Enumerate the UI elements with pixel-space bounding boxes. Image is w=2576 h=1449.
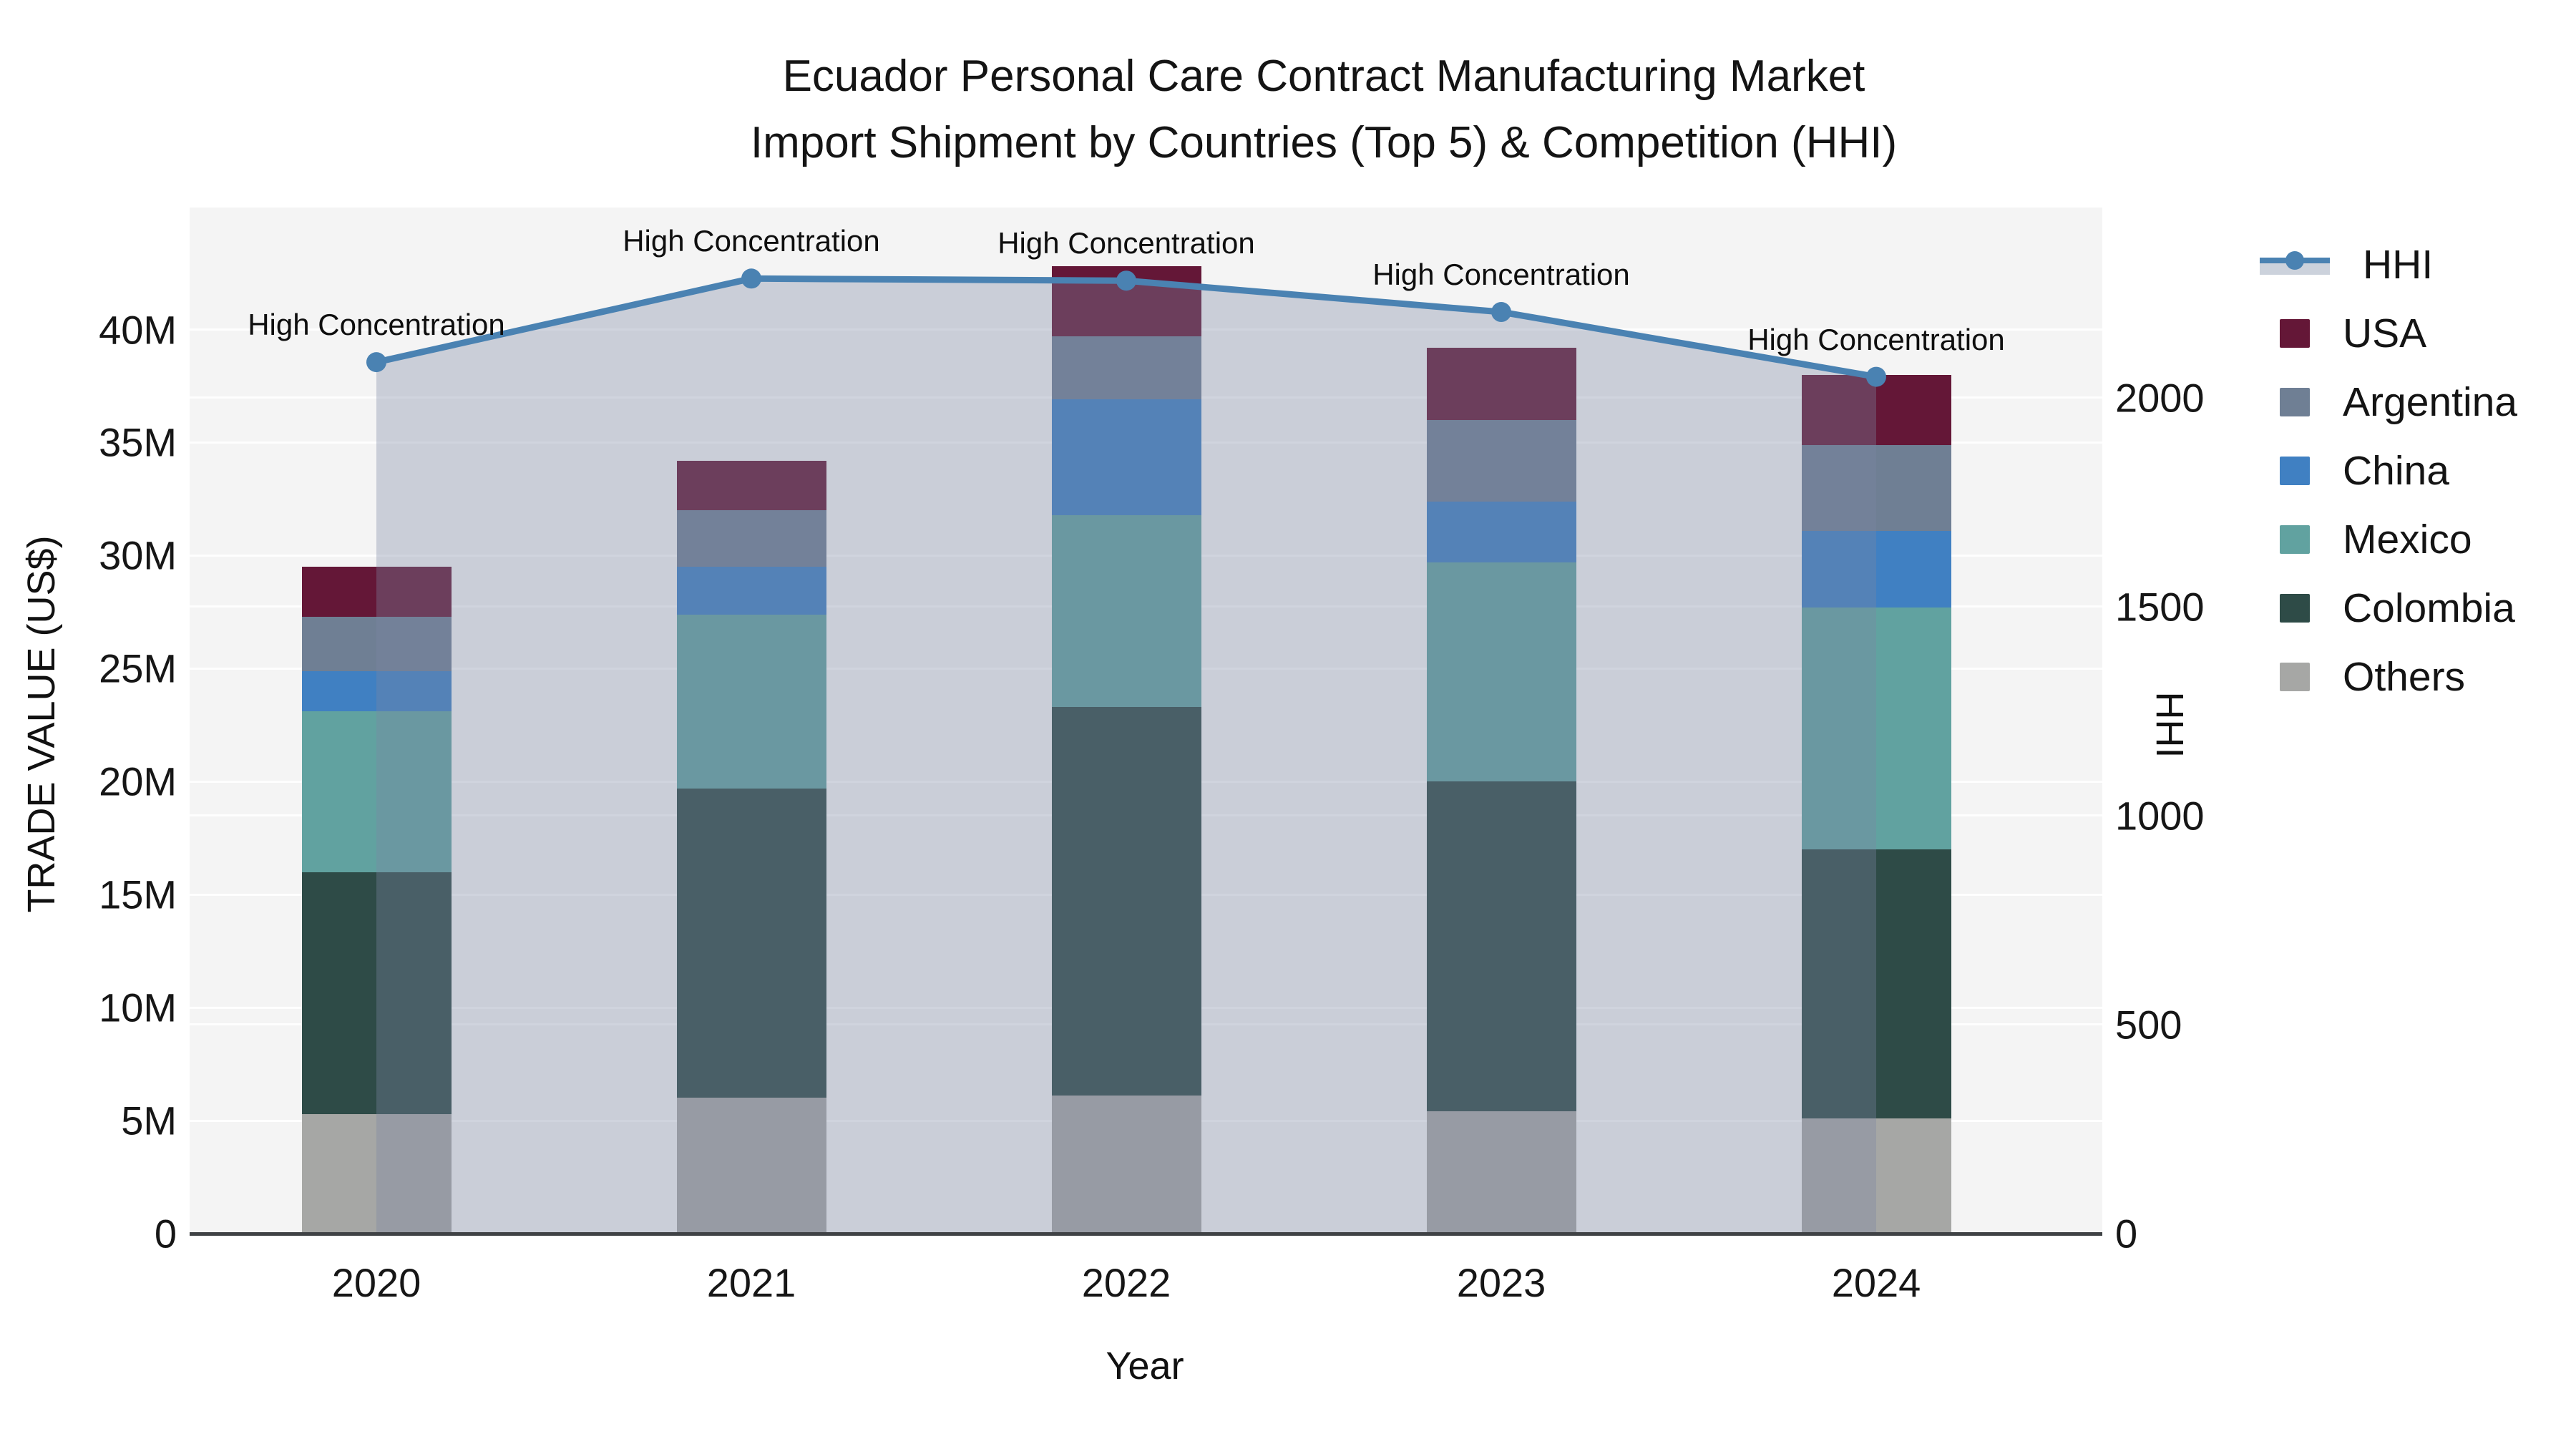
y-right-tick-2000: 2000 (2115, 375, 2205, 421)
y-left-tick-40M: 40M (99, 307, 177, 353)
chart-title: Ecuador Personal Care Contract Manufactu… (72, 43, 2576, 176)
annotation-2022: High Concentration (997, 226, 1255, 260)
hhi-marker-swatch (2285, 251, 2304, 270)
x-tick-2023: 2023 (1456, 1260, 1546, 1305)
bar-segment-others-2023[interactable] (1426, 1111, 1576, 1234)
y-left-tick-30M: 30M (99, 532, 177, 578)
hhi-area-fill (376, 278, 1876, 1234)
plot-area: High Concentration High Concentration High… (190, 208, 2102, 1234)
bar-segment-mexico-2021[interactable] (676, 614, 826, 789)
y-right-tick-1000: 1000 (2115, 793, 2205, 839)
annotation-2020: High Concentration (248, 308, 505, 342)
y-left-tick-35M: 35M (99, 419, 177, 465)
hhi-marker-2021[interactable] (741, 268, 761, 289)
x-tick-2020: 2020 (331, 1260, 421, 1305)
bar-segment-usa-2023[interactable] (1426, 347, 1576, 420)
y-left-tick-10M: 10M (99, 985, 177, 1030)
hhi-marker-2022[interactable] (1116, 270, 1136, 291)
bar-segment-usa-2020[interactable] (301, 567, 452, 617)
legend-label-mexico: Mexico (2343, 517, 2472, 562)
y-right-tick-1500: 1500 (2115, 584, 2205, 630)
y-left-tick-25M: 25M (99, 645, 177, 691)
bar-segment-argentina-2020[interactable] (301, 616, 452, 671)
x-tick-2022: 2022 (1081, 1260, 1171, 1305)
y-left-tick-15M: 15M (99, 872, 177, 917)
hhi-line-swatch-icon (2260, 250, 2330, 279)
bar-segment-argentina-2021[interactable] (676, 510, 826, 567)
bar-segment-others-2020[interactable] (301, 1113, 452, 1234)
legend-swatch-argentina (2280, 388, 2310, 416)
annotation-2023: High Concentration (1372, 258, 1630, 292)
bar-segment-china-2022[interactable] (1051, 399, 1201, 515)
legend-item-hhi[interactable]: HHI (2260, 236, 2433, 293)
bar-segment-china-2020[interactable] (301, 670, 452, 712)
bar-segment-colombia-2023[interactable] (1426, 781, 1576, 1112)
legend-item-usa[interactable]: USA (2260, 305, 2426, 362)
legend-label-china: China (2343, 448, 2449, 494)
bar-segment-china-2024[interactable] (1801, 530, 1951, 608)
bar-segment-mexico-2023[interactable] (1426, 562, 1576, 782)
legend-swatch-usa (2280, 319, 2310, 348)
hhi-marker-2024[interactable] (1866, 366, 1886, 387)
hhi-line-layer (366, 268, 1886, 1234)
bar-segment-colombia-2024[interactable] (1801, 849, 1951, 1118)
y-right-tick-0: 0 (2115, 1211, 2138, 1257)
legend-swatch-colombia (2280, 594, 2310, 623)
bar-segment-usa-2021[interactable] (676, 460, 826, 511)
legend-item-others[interactable]: Others (2260, 648, 2465, 706)
x-tick-2024: 2024 (1831, 1260, 1921, 1305)
bar-segment-others-2022[interactable] (1051, 1096, 1201, 1234)
chart-title-line1: Ecuador Personal Care Contract Manufactu… (782, 52, 1865, 101)
bar-segment-mexico-2024[interactable] (1801, 608, 1951, 850)
legend-label-colombia: Colombia (2343, 585, 2515, 631)
x-axis-title: Year (1106, 1345, 1184, 1387)
bar-segment-argentina-2024[interactable] (1801, 444, 1951, 531)
legend-label-argentina: Argentina (2343, 379, 2518, 425)
y-right-tick-500: 500 (2115, 1002, 2182, 1048)
hhi-marker-2023[interactable] (1491, 302, 1511, 323)
bar-segment-china-2021[interactable] (676, 567, 826, 615)
bar-segment-others-2024[interactable] (1801, 1118, 1951, 1234)
annotation-2021: High Concentration (623, 224, 880, 258)
bar-segment-colombia-2021[interactable] (676, 788, 826, 1098)
legend-item-argentina[interactable]: Argentina (2260, 374, 2517, 431)
bar-segment-colombia-2020[interactable] (301, 872, 452, 1114)
x-tick-2021: 2021 (706, 1260, 796, 1305)
bar-segment-argentina-2023[interactable] (1426, 419, 1576, 502)
legend-swatch-china (2280, 457, 2310, 485)
y-left-tick-20M: 20M (99, 758, 177, 804)
legend-item-china[interactable]: China (2260, 442, 2449, 499)
bar-segment-china-2023[interactable] (1426, 501, 1576, 562)
y-axis-right-title: HHI (2148, 691, 2191, 758)
bar-segment-mexico-2022[interactable] (1051, 514, 1201, 708)
y-axis-left-title: TRADE VALUE (US$) (20, 535, 63, 913)
chart-title-line2: Import Shipment by Countries (Top 5) & C… (750, 118, 1898, 167)
bar-segment-argentina-2022[interactable] (1051, 336, 1201, 400)
legend-swatch-mexico (2280, 525, 2310, 554)
legend-label-usa: USA (2343, 311, 2427, 356)
x-axis-line (190, 1232, 2102, 1236)
legend-item-mexico[interactable]: Mexico (2260, 511, 2472, 568)
legend-label-others: Others (2343, 654, 2466, 700)
bar-segment-colombia-2022[interactable] (1051, 707, 1201, 1096)
legend-swatch-others (2280, 663, 2310, 691)
y-left-tick-5M: 5M (121, 1098, 177, 1143)
y-left-tick-0: 0 (154, 1211, 177, 1257)
legend-label-hhi: HHI (2363, 242, 2434, 288)
bar-segment-others-2021[interactable] (676, 1098, 826, 1234)
annotation-2024: High Concentration (1747, 322, 2005, 356)
hhi-marker-2020[interactable] (366, 352, 386, 373)
legend-item-colombia[interactable]: Colombia (2260, 580, 2515, 637)
bar-segment-mexico-2020[interactable] (301, 711, 452, 872)
